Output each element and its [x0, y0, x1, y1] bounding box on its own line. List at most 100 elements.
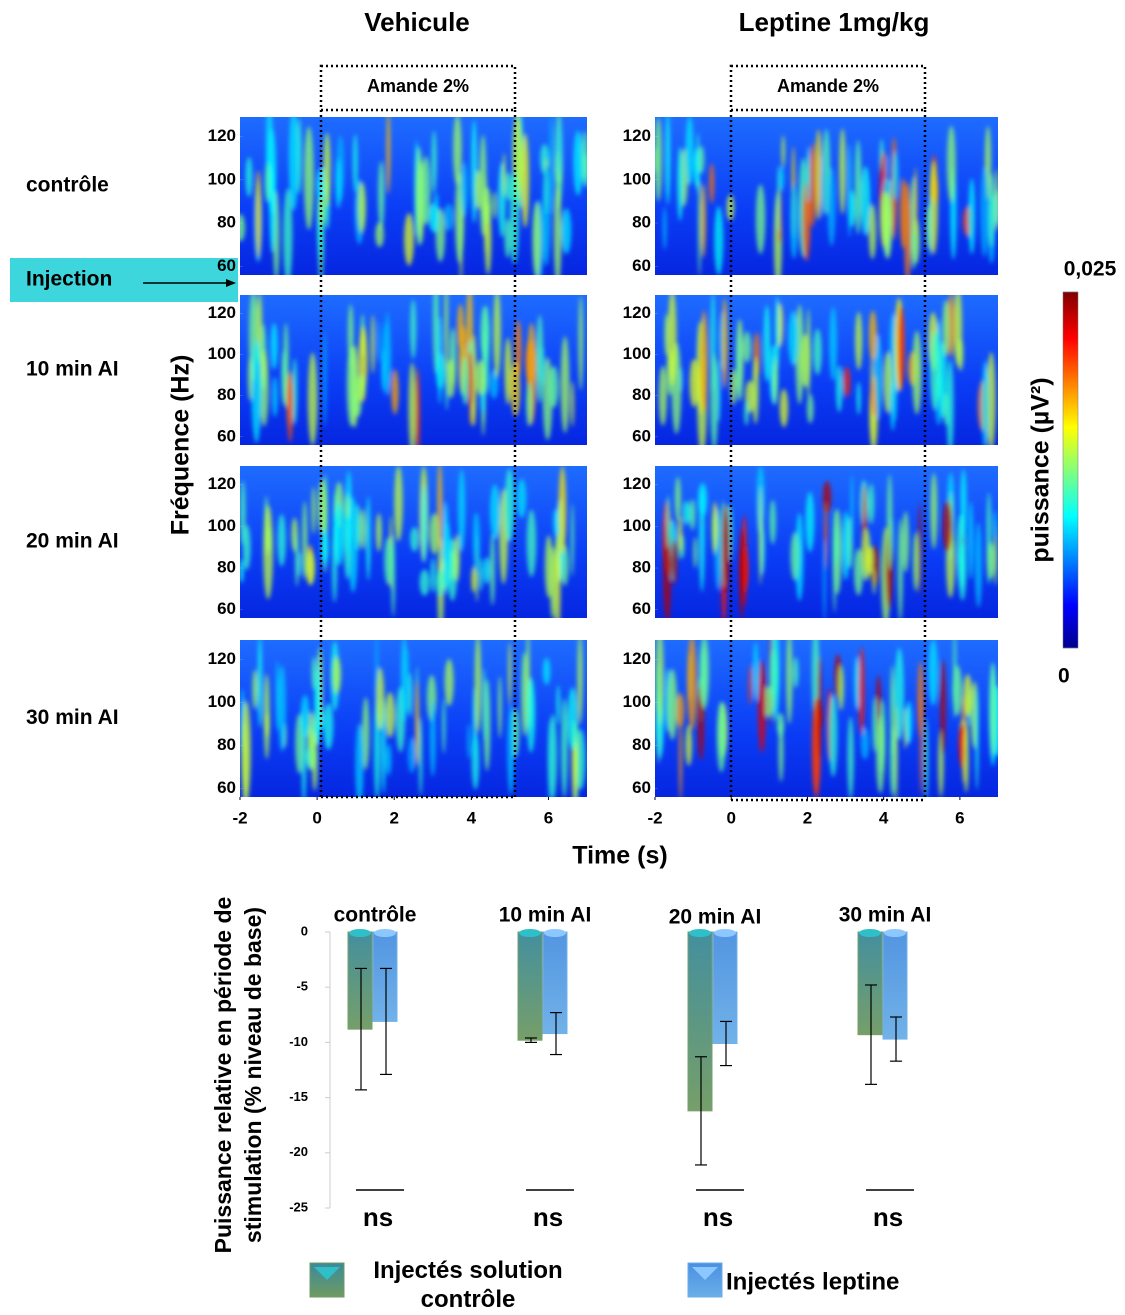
streak: [311, 731, 318, 791]
streak: [429, 700, 436, 777]
streak: [757, 660, 766, 754]
streak: [357, 182, 367, 233]
streak: [557, 120, 562, 177]
streak: [346, 346, 357, 427]
y-tick-label: 100: [623, 692, 651, 711]
streak: [332, 656, 342, 694]
streak: [685, 724, 693, 767]
streak: [788, 310, 799, 366]
streak: [868, 483, 875, 524]
streak: [504, 218, 511, 258]
streak: [917, 661, 924, 738]
streak: [298, 551, 302, 577]
y-tick-label: 80: [632, 385, 651, 404]
streak: [561, 698, 568, 797]
streak: [755, 184, 766, 255]
streak: [865, 546, 874, 575]
streak: [850, 474, 854, 545]
legend-label: Injectés leptine: [726, 1268, 899, 1295]
streak: [763, 305, 771, 383]
streak: [556, 684, 561, 725]
ns-annotation: ns: [363, 1202, 393, 1232]
streak: [953, 640, 957, 720]
streak: [667, 295, 677, 386]
streak: [665, 117, 671, 205]
streak: [942, 299, 950, 357]
streak: [860, 166, 871, 236]
streak: [386, 743, 392, 776]
streak: [474, 640, 482, 734]
spectrogram-texture: [655, 640, 998, 797]
streak: [655, 117, 662, 202]
streak: [815, 129, 822, 221]
streak: [942, 500, 953, 552]
streak: [314, 665, 321, 746]
streak: [362, 697, 370, 770]
streak: [323, 331, 327, 427]
spectrogram: [240, 295, 587, 445]
streak: [257, 640, 263, 728]
streak: [822, 538, 826, 618]
streak: [699, 640, 710, 709]
streak: [689, 358, 699, 408]
streak: [687, 640, 697, 730]
streak: [886, 474, 893, 571]
y-tick-label: 120: [623, 474, 651, 493]
streak: [410, 299, 417, 360]
streak: [507, 704, 515, 795]
streak: [774, 295, 780, 371]
bar-cap: [544, 929, 566, 937]
streak: [508, 642, 512, 706]
streak: [721, 298, 728, 389]
streak: [885, 153, 889, 182]
streak: [813, 328, 822, 375]
streak: [929, 331, 940, 411]
streak: [444, 295, 449, 373]
streak: [963, 674, 972, 717]
row-label: contrôle: [26, 174, 109, 197]
streak: [848, 143, 852, 237]
streak: [504, 337, 512, 405]
streak: [716, 701, 726, 773]
streak: [912, 330, 922, 415]
streak: [307, 724, 313, 771]
streak: [847, 716, 854, 797]
streak: [277, 514, 286, 567]
bar: [857, 931, 883, 1036]
streak: [776, 712, 785, 737]
streak: [993, 510, 997, 540]
streak: [410, 526, 419, 552]
streak: [558, 466, 567, 555]
streak: [240, 559, 244, 584]
x-axis-label: Time (s): [572, 842, 667, 870]
streak: [345, 494, 350, 519]
streak: [781, 135, 786, 168]
spectrogram: [240, 640, 587, 797]
stimulus-box: [729, 64, 927, 112]
streak: [981, 360, 989, 445]
streak: [817, 655, 822, 760]
streak: [492, 191, 497, 220]
streak: [806, 146, 811, 203]
streak: [666, 494, 671, 550]
streak: [510, 361, 521, 417]
streak: [252, 669, 258, 710]
y-tick-label: 60: [632, 778, 651, 797]
streak: [677, 515, 683, 552]
colorbar-tick-label: 0: [1058, 665, 1070, 688]
streak: [542, 657, 551, 686]
streak: [483, 556, 490, 585]
streak: [391, 534, 396, 617]
streak: [317, 479, 327, 535]
streak: [738, 528, 745, 618]
streak: [471, 566, 476, 593]
streak: [573, 130, 583, 196]
streak: [899, 178, 908, 249]
streak: [436, 568, 444, 597]
ns-annotation: ns: [873, 1202, 903, 1232]
streak: [482, 186, 492, 225]
streak: [457, 469, 466, 552]
streak: [769, 499, 777, 545]
streak: [356, 374, 366, 401]
streak: [444, 658, 454, 707]
